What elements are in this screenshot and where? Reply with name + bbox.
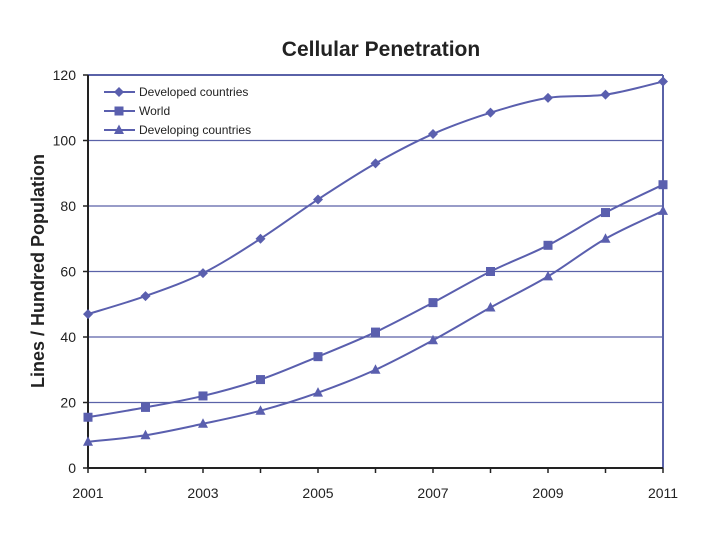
data-point-developing-countries [485, 302, 496, 312]
data-point-developed-countries [600, 89, 611, 100]
data-point-developed-countries [370, 158, 381, 169]
legend-label-developing-countries: Developing countries [139, 123, 251, 137]
data-point-developed-countries [543, 92, 553, 103]
data-point-world [486, 267, 495, 276]
legend-marker-developed-countries [114, 87, 124, 97]
data-point-developing-countries [543, 270, 553, 281]
data-point-developed-countries [658, 76, 668, 87]
data-point-developing-countries [658, 205, 668, 215]
data-point-developed-countries [83, 309, 93, 320]
x-tick-label: 2003 [187, 485, 218, 501]
data-point-developing-countries [428, 334, 438, 345]
data-point-world [601, 208, 610, 218]
chart-title: Cellular Penetration [282, 38, 480, 61]
y-tick-label: 80 [60, 198, 76, 214]
series-line-developed-countries [87, 80, 664, 316]
data-point-developing-countries [198, 418, 208, 428]
y-tick-label: 120 [53, 67, 77, 83]
x-tick-label: 2007 [417, 485, 448, 501]
x-tick-label: 2001 [72, 485, 103, 501]
data-point-world [141, 402, 150, 412]
data-point-developed-countries [313, 194, 323, 205]
data-point-world [428, 298, 438, 308]
data-point-developed-countries [198, 268, 208, 279]
data-point-developed-countries [140, 291, 151, 302]
data-point-world [198, 391, 208, 401]
data-point-developed-countries [428, 128, 438, 139]
series-line-world [87, 183, 664, 419]
data-point-developing-countries [140, 429, 151, 440]
data-point-world [313, 352, 323, 362]
data-point-world [658, 180, 668, 190]
y-tick-label: 100 [53, 133, 77, 149]
y-tick-label: 20 [60, 395, 76, 411]
legend-label-developed-countries: Developed countries [139, 85, 248, 99]
legend-marker-world [114, 106, 124, 116]
x-tick-label: 2005 [302, 485, 333, 501]
data-point-developing-countries [600, 233, 611, 243]
data-point-world [83, 412, 93, 422]
data-point-developing-countries [255, 405, 266, 415]
data-point-developing-countries [313, 387, 323, 397]
data-point-developing-countries [83, 436, 93, 446]
y-axis-label: Lines / Hundred Population [28, 154, 48, 388]
y-tick-label: 60 [60, 264, 76, 280]
data-point-world [543, 240, 553, 250]
legend-label-world: World [139, 104, 170, 118]
y-tick-label: 40 [60, 329, 76, 345]
x-tick-label: 2009 [532, 485, 563, 501]
legend-marker-developing-countries [114, 124, 124, 134]
data-point-world [371, 327, 380, 337]
series-line-developing-countries [87, 210, 664, 443]
x-tick-label: 2011 [648, 485, 678, 501]
data-point-developed-countries [485, 107, 496, 118]
data-point-developed-countries [255, 233, 266, 244]
y-tick-label: 0 [68, 460, 76, 476]
data-point-developing-countries [370, 364, 381, 374]
data-point-world [256, 375, 265, 385]
